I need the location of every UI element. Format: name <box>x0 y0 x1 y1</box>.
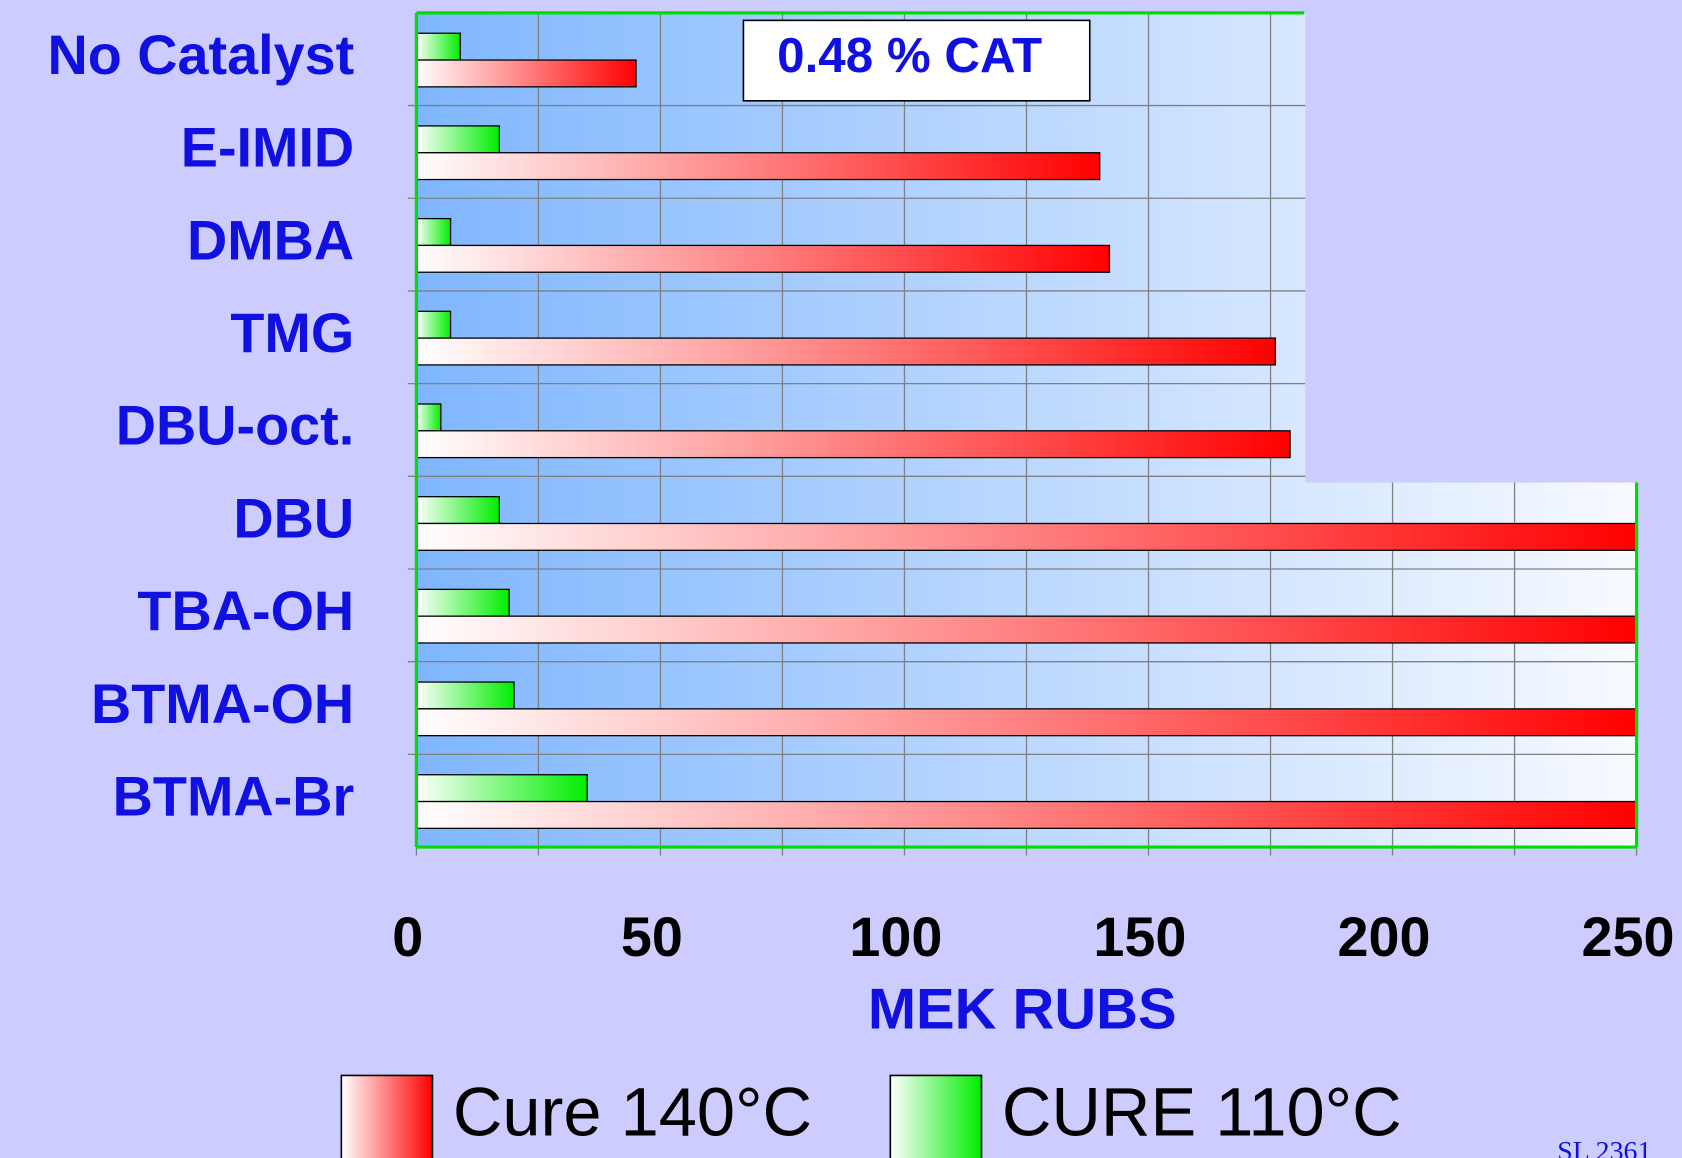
bar <box>415 217 452 247</box>
x-tick-label: 50 <box>621 906 683 968</box>
x-tick-label: 150 <box>1093 906 1186 968</box>
bar <box>415 152 1101 181</box>
y-tick-label: E-IMID <box>181 117 354 179</box>
x-axis-label: MEK RUBS <box>868 978 1177 1042</box>
bar <box>415 496 501 525</box>
footnote: SL 2361 <box>1557 1136 1651 1158</box>
y-tick-label: BTMA-OH <box>91 673 354 735</box>
y-tick-label: DMBA <box>187 209 354 271</box>
x-tick-label: 200 <box>1337 906 1430 968</box>
bar <box>415 708 1638 737</box>
bar <box>415 430 1291 459</box>
bar <box>415 774 588 803</box>
legend-label: Cure 140°C <box>453 1073 812 1150</box>
annotation: 0.48 % CAT <box>777 28 1042 83</box>
y-tick-label: DBU <box>233 487 354 549</box>
legend-label: CURE 110°C <box>1002 1073 1402 1150</box>
legend-swatch <box>889 1074 983 1158</box>
legend-swatch <box>340 1074 434 1158</box>
bar <box>415 615 1638 644</box>
bar <box>415 125 501 154</box>
bar <box>415 244 1111 273</box>
bar <box>415 337 1277 366</box>
y-tick-label: TBA-OH <box>137 580 354 642</box>
bar <box>415 522 1638 551</box>
bar <box>415 32 461 61</box>
x-tick-label: 100 <box>849 906 942 968</box>
bar <box>415 588 510 617</box>
x-tick-label: 0 <box>392 906 423 968</box>
y-tick-label: DBU-oct. <box>116 395 354 457</box>
bar <box>415 681 515 710</box>
x-tick-label: 250 <box>1581 906 1674 968</box>
bar <box>415 800 1638 829</box>
bar <box>415 59 637 88</box>
y-tick-label: No Catalyst <box>47 24 354 86</box>
bar <box>415 310 452 339</box>
y-tick-label: TMG <box>230 302 354 364</box>
plot-cutout <box>1305 0 1682 483</box>
annotation-box <box>742 19 1091 102</box>
bar <box>415 403 442 432</box>
y-tick-label: BTMA-Br <box>113 765 355 827</box>
